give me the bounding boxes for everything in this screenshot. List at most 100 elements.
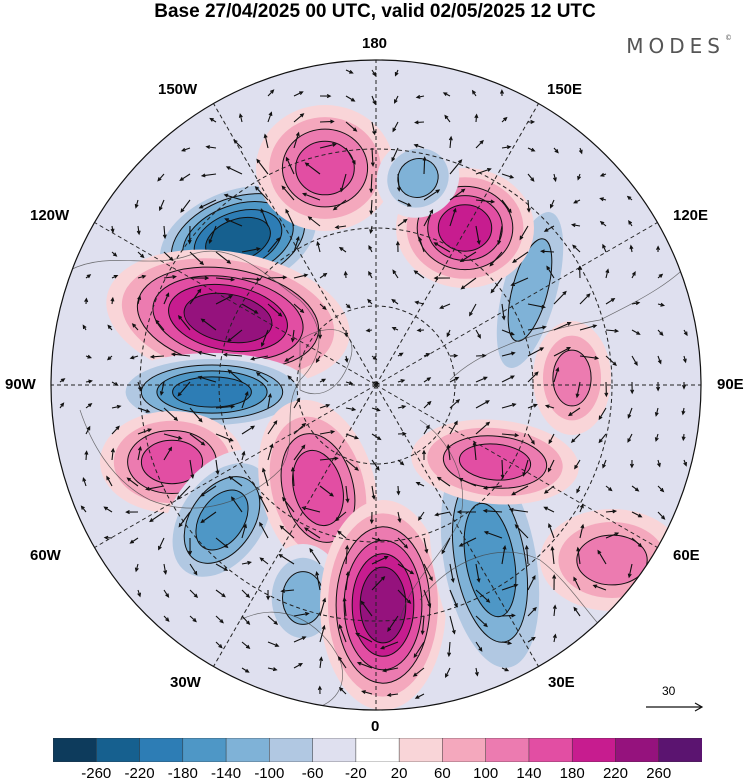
wind-arrow xyxy=(573,606,581,617)
wind-arrow xyxy=(85,379,93,384)
wind-arrow xyxy=(158,537,165,551)
wind-arrow xyxy=(177,381,191,397)
wind-arrow xyxy=(456,510,476,514)
wind-arrow xyxy=(170,352,191,357)
wind-arrow xyxy=(446,443,451,461)
wind-arrow xyxy=(337,656,347,669)
wind-arrow xyxy=(501,403,517,409)
wind-arrow xyxy=(514,524,529,539)
wind-arrow xyxy=(577,173,581,181)
wind-arrow xyxy=(501,351,516,357)
wind-arrow xyxy=(215,404,236,409)
wind-arrow xyxy=(598,407,607,421)
wind-arrow xyxy=(602,243,607,253)
wind-arrow xyxy=(137,251,145,259)
meridian-line xyxy=(213,384,377,667)
colorbar-tick-label: 220 xyxy=(602,765,628,782)
wind-arrow xyxy=(189,563,198,576)
wind-arrow xyxy=(527,574,536,591)
wind-arrow xyxy=(215,563,229,571)
wind-arrow xyxy=(367,298,373,305)
wind-arrow xyxy=(423,537,429,554)
wind-arrow xyxy=(524,544,529,565)
wind-arrow xyxy=(197,350,217,357)
wind-arrow xyxy=(458,537,477,547)
wind-arrow xyxy=(162,225,167,240)
wind-arrow xyxy=(546,265,555,279)
wind-arrow xyxy=(572,244,581,253)
wind-arrow xyxy=(415,94,425,99)
wind-arrow xyxy=(474,113,479,123)
wind-arrow xyxy=(526,199,531,213)
wind-arrow xyxy=(80,505,87,513)
wind-arrow xyxy=(547,459,555,473)
wind-arrow xyxy=(683,329,688,337)
wind-arrow xyxy=(605,509,618,514)
wind-arrow xyxy=(266,589,271,601)
wind-arrow xyxy=(319,119,335,124)
wind-arrow xyxy=(397,218,408,227)
wind-arrow xyxy=(189,589,199,598)
wind-arrow xyxy=(315,355,321,364)
wind-arrow xyxy=(145,485,165,491)
wind-arrow xyxy=(345,544,350,565)
wind-arrow xyxy=(158,199,165,212)
wind-arrow xyxy=(227,369,243,383)
wind-arrow xyxy=(631,355,638,367)
wind-arrow xyxy=(225,166,243,175)
wind-arrow xyxy=(413,641,425,659)
wind-arrow xyxy=(215,537,229,549)
wind-arrow xyxy=(420,615,425,636)
wind-arrow xyxy=(501,544,507,565)
wind-arrow xyxy=(345,485,350,504)
wind-arrow xyxy=(129,537,139,544)
wind-arrow xyxy=(394,69,399,77)
wind-arrow xyxy=(149,354,165,359)
wind-arrow xyxy=(293,273,309,279)
wind-arrow xyxy=(215,433,234,442)
brand-logo: MODES© xyxy=(626,34,732,58)
wind-arrow xyxy=(368,244,373,253)
label-30e: 30E xyxy=(548,674,575,691)
wind-arrow xyxy=(345,121,358,132)
positive-anomaly xyxy=(533,321,611,435)
wind-arrow xyxy=(365,328,373,333)
colorbar-tick-label: -20 xyxy=(345,765,367,782)
meridian-line xyxy=(94,222,377,386)
wind-arrow xyxy=(267,111,273,123)
wind-arrow xyxy=(501,640,513,645)
wind-arrow xyxy=(527,303,546,309)
wind-arrow xyxy=(59,378,66,383)
wind-arrow xyxy=(631,511,643,518)
wind-arrow xyxy=(163,292,170,305)
wind-arrow xyxy=(163,433,183,440)
wind-arrow xyxy=(629,459,634,469)
wind-arrow xyxy=(414,300,425,305)
wind-arrow xyxy=(319,94,332,99)
wind-arrow xyxy=(267,303,283,317)
wind-arrow xyxy=(255,372,269,383)
wind-arrow xyxy=(369,225,374,235)
wind-arrow xyxy=(267,89,275,97)
wind-arrow xyxy=(417,511,425,521)
wind-arrow xyxy=(527,403,538,409)
wind-arrow xyxy=(553,347,572,357)
wind-arrow xyxy=(682,382,686,390)
wind-arrow xyxy=(474,667,479,677)
wind-arrow xyxy=(543,225,555,232)
wind-arrow xyxy=(552,604,557,617)
wind-arrow xyxy=(501,329,515,336)
wind-arrow xyxy=(319,656,324,669)
wind-arrow xyxy=(548,522,555,539)
wind-arrow xyxy=(527,173,535,182)
wind-arrow xyxy=(254,186,269,201)
wind-arrow xyxy=(371,575,386,591)
colorbar-swatch xyxy=(96,738,141,762)
wind-arrow xyxy=(136,225,141,236)
wind-arrow xyxy=(605,485,613,492)
wind-arrow xyxy=(84,297,89,305)
wind-arrow xyxy=(293,303,305,314)
wind-arrow xyxy=(397,199,412,207)
wind-arrow xyxy=(293,422,307,435)
